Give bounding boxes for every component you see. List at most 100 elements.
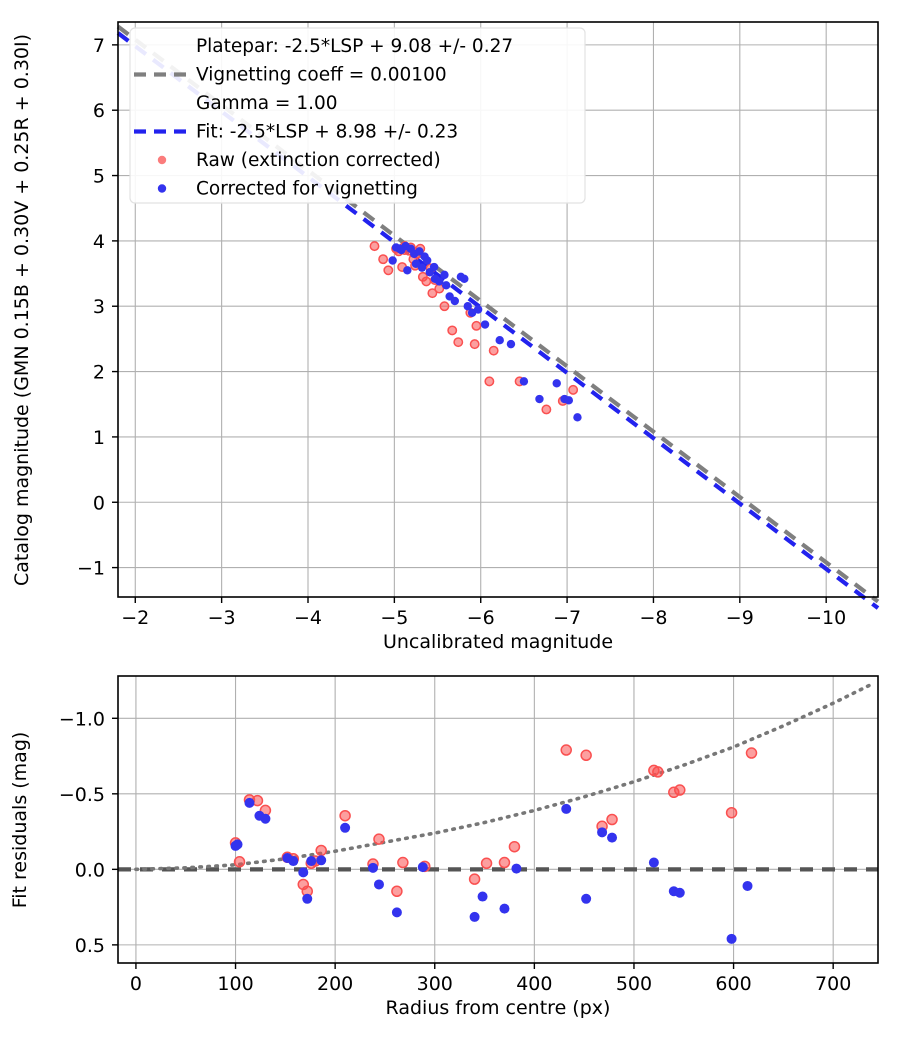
tick-label-y: 1 [93,427,105,449]
tick-label-x: −4 [294,607,322,629]
legend-background [129,27,586,204]
tick-label-x: −6 [467,607,495,629]
data-point [506,339,516,349]
data-point [560,744,572,756]
series-corrected [388,241,582,422]
tick-label-x: 100 [217,973,253,995]
data-point [453,337,464,348]
data-point [725,806,738,819]
legend-entry-label: Gamma = 1.00 [196,93,338,114]
data-point [232,839,243,850]
data-point [421,276,432,287]
data-point [480,320,490,329]
data-point [726,933,737,944]
data-point [233,856,246,868]
data-point [439,301,450,312]
data-point [471,320,482,331]
data-point [367,862,378,873]
legend-entries: Platepar: -2.5*LSP + 9.08 +/- 0.27 Vignet… [134,36,513,200]
data-point [488,345,499,356]
tick-label-y: 0 [93,492,105,514]
data-point [477,891,488,902]
tick-label-x: −9 [726,607,754,629]
data-point [484,376,495,387]
data-point [745,747,758,759]
data-point [468,873,481,885]
data-point [298,867,309,878]
tick-label-y: 2 [93,362,105,384]
tick-label-y: 3 [93,296,105,318]
tick-label-y: 4 [93,231,105,253]
residuals-tick-labels: 0 100 200 300 400 500 600 700 0.5 0.0 −0.5 −1.0 [59,708,851,995]
data-point [397,856,409,869]
data-point [469,911,480,922]
data-point [499,903,510,914]
tick-label-x: 500 [616,973,652,995]
data-point [403,266,412,275]
data-point [288,856,299,867]
data-point [508,840,521,853]
tick-label-x: −10 [806,607,846,629]
residuals-xaxis-label: Radius from centre (px) [386,997,611,1019]
data-point [674,887,685,898]
data-point [511,863,522,874]
tick-label-x: 300 [417,973,453,995]
data-point [415,247,424,256]
data-point [606,813,618,826]
data-point [306,856,317,867]
data-point [607,832,618,843]
data-point [440,270,449,280]
data-point [383,265,394,276]
residuals-model-lines [118,681,878,872]
legend-entry-label: Raw (extinction corrected) [196,150,441,171]
legend: Platepar: -2.5*LSP + 9.08 +/- 0.27 Vignet… [129,27,586,204]
legend-dot-icon [157,155,167,165]
tick-label-y: 0.5 [75,935,105,957]
data-point [441,281,451,290]
data-point [564,396,574,405]
residuals-panel: 0 100 200 300 400 500 600 700 0.5 0.0 −0.5 −1.0 Rad… [9,675,879,1019]
residuals-axes-frame [117,675,879,964]
tick-label-x: −5 [380,607,408,629]
data-point [469,339,480,350]
data-point [340,822,351,833]
data-point [552,379,561,388]
calibration-xaxis-label: Uncalibrated magnitude [383,631,613,653]
tick-label-y: 6 [93,100,105,122]
data-point [450,296,460,306]
tick-label-y: 0.0 [75,859,105,881]
tick-label-y: 7 [93,35,105,57]
tick-label-y: −1.0 [59,708,105,730]
data-point [447,325,458,336]
data-point [391,885,403,897]
legend-entry-label: Platepar: -2.5*LSP + 9.08 +/- 0.27 [196,36,513,57]
tick-label-x: −8 [639,607,667,629]
tick-label-x: −7 [553,607,581,629]
data-point [581,893,592,904]
data-point [429,262,439,272]
tick-label-x: 600 [715,973,751,995]
tick-label-x: −3 [208,607,236,629]
data-point [411,259,421,268]
data-point [339,809,351,822]
data-point [369,241,380,252]
data-point [435,277,444,286]
data-point [535,394,544,404]
calibration-axes-frame [117,21,879,598]
data-point [388,256,397,265]
tick-label-x: −2 [121,607,149,629]
tick-label-y: −0.5 [59,784,105,806]
tick-label-y: −1 [77,558,105,580]
residuals-yaxis-label: Fit residuals (mag) [9,732,31,909]
data-point [674,784,686,796]
data-point [460,274,469,283]
legend-entry-label: Vignetting coeff = 0.00100 [196,65,447,86]
data-point [417,263,427,272]
data-point [391,907,402,918]
legend-entry-label: Fit: -2.5*LSP + 8.98 +/- 0.23 [196,122,458,143]
data-point [519,377,529,386]
calibration-tickmarks [112,44,827,603]
data-point [473,305,483,314]
